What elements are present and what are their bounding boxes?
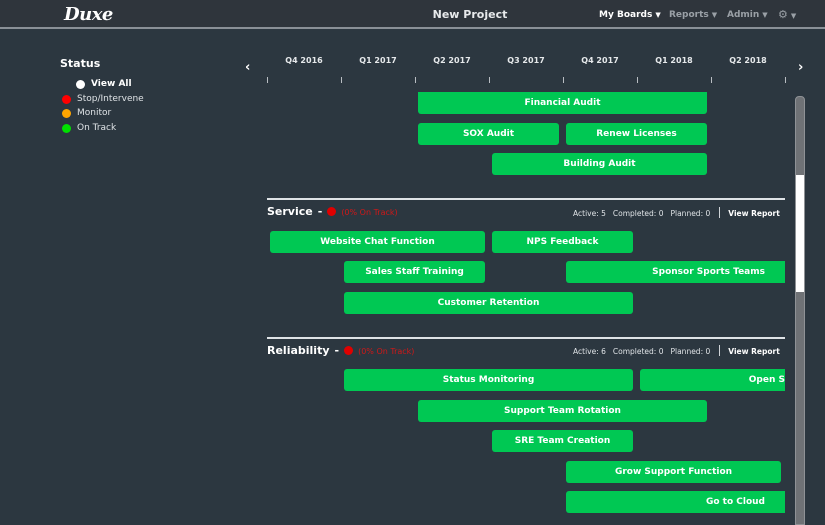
chevron-down-icon: ▼: [790, 12, 797, 20]
initiative-bar-renew-licenses[interactable]: Renew Licenses: [566, 123, 707, 145]
timeline-tick: [415, 77, 416, 83]
view-report-link[interactable]: View Report: [728, 347, 780, 356]
initiative-bar-sales-staff-training[interactable]: Sales Staff Training: [344, 261, 485, 283]
chevron-down-icon: ▼: [711, 11, 718, 19]
roadmap-canvas: Financial Audit SOX Audit Renew Licenses…: [260, 88, 785, 525]
group-header-service: Service - (0% On Track): [267, 205, 398, 218]
chevron-down-icon: ▼: [762, 11, 768, 19]
filter-label: View All: [91, 79, 132, 89]
filter-label: On Track: [77, 123, 117, 133]
orange-dot-icon: [62, 108, 71, 118]
top-nav-bar: Duxe New Project My Boards ▼ Reports ▼ Adm…: [0, 0, 825, 29]
initiative-bar-sre-team-creation[interactable]: SRE Team Creation: [492, 430, 633, 452]
timeline-tick: [489, 77, 490, 83]
group-title[interactable]: Service: [267, 205, 313, 218]
status-red-dot-icon: [327, 207, 337, 216]
gear-icon: ⚙: [778, 8, 788, 21]
white-dot-icon: [76, 79, 85, 89]
duxe-logo[interactable]: Duxe: [64, 4, 113, 25]
quarter-label: Q1 2018: [655, 56, 693, 65]
group-title[interactable]: Reliability: [267, 344, 330, 357]
initiative-bar-support-team-rotation[interactable]: Support Team Rotation: [418, 400, 707, 422]
vertical-scrollbar-thumb[interactable]: [796, 175, 804, 292]
quarter-label: Q4 2016: [285, 56, 323, 65]
chevron-down-icon: ▼: [655, 11, 661, 19]
status-filter-title: Status: [60, 57, 101, 70]
group-divider: [267, 337, 785, 339]
active-count: Active: 5: [573, 209, 606, 218]
nav-my-boards[interactable]: My Boards ▼: [599, 10, 661, 20]
group-divider: [267, 198, 785, 200]
timeline-tick: [563, 77, 564, 83]
divider: [719, 345, 721, 356]
completed-count: Completed: 0: [612, 209, 664, 218]
initiative-bar-website-chat-function[interactable]: Website Chat Function: [270, 231, 485, 253]
timeline-tick: [711, 77, 712, 83]
group-header-reliability: Reliability - (0% On Track): [267, 344, 415, 357]
red-dot-icon: [62, 94, 71, 104]
initiative-bar-nps-feedback[interactable]: NPS Feedback: [492, 231, 633, 253]
green-dot-icon: [62, 123, 71, 133]
quarter-label: Q2 2017: [433, 56, 471, 65]
view-report-link[interactable]: View Report: [728, 209, 780, 218]
initiative-bar-sponsor-sports-teams[interactable]: Sponsor Sports Teams: [566, 261, 785, 283]
filter-label: Monitor: [77, 108, 112, 118]
timeline-prev-arrow-icon[interactable]: ‹: [245, 60, 251, 75]
filter-label: Stop/Intervene: [77, 94, 144, 104]
nav-my-boards-label: My Boards: [599, 10, 653, 20]
timeline-next-arrow-icon[interactable]: ›: [798, 60, 804, 75]
group-stats-reliability: Active: 6 Completed: 0 Planned: 0 View Repo…: [573, 345, 780, 356]
planned-count: Planned: 0: [670, 209, 711, 218]
initiative-bar-building-audit[interactable]: Building Audit: [492, 153, 707, 175]
timeline-tick: [785, 77, 786, 83]
filter-view-all[interactable]: View All: [76, 79, 132, 89]
completed-count: Completed: 0: [612, 347, 664, 356]
initiative-bar-status-monitoring[interactable]: Status Monitoring: [344, 369, 633, 391]
timeline-tick: [267, 77, 268, 83]
initiative-bar-open-s[interactable]: Open S: [640, 369, 785, 391]
initiative-bar-sox-audit[interactable]: SOX Audit: [418, 123, 559, 145]
quarter-label: Q1 2017: [359, 56, 397, 65]
initiative-bar-financial-audit[interactable]: Financial Audit: [418, 92, 707, 114]
status-red-dot-icon: [344, 346, 354, 355]
vertical-scrollbar-track[interactable]: [795, 96, 805, 525]
initiative-bar-customer-retention[interactable]: Customer Retention: [344, 292, 633, 314]
divider: [719, 207, 721, 218]
quarter-label: Q4 2017: [581, 56, 619, 65]
initiative-bar-go-to-cloud[interactable]: Go to Cloud: [566, 491, 785, 513]
quarter-label: Q3 2017: [507, 56, 545, 65]
nav-settings[interactable]: ⚙ ▼: [778, 8, 796, 21]
planned-count: Planned: 0: [670, 347, 711, 356]
active-count: Active: 6: [573, 347, 606, 356]
timeline-tick: [637, 77, 638, 83]
on-track-percent: (0% On Track): [358, 347, 415, 356]
filter-monitor[interactable]: Monitor: [62, 108, 111, 118]
quarter-label: Q2 2018: [729, 56, 767, 65]
timeline-tick: [341, 77, 342, 83]
group-stats-service: Active: 5 Completed: 0 Planned: 0 View Repo…: [573, 207, 780, 218]
project-title: New Project: [432, 8, 508, 21]
nav-admin[interactable]: Admin ▼: [727, 10, 768, 20]
filter-stop-intervene[interactable]: Stop/Intervene: [62, 94, 144, 104]
initiative-bar-grow-support-function[interactable]: Grow Support Function: [566, 461, 781, 483]
filter-on-track[interactable]: On Track: [62, 123, 116, 133]
nav-admin-label: Admin: [727, 10, 760, 20]
on-track-percent: (0% On Track): [341, 208, 398, 217]
nav-reports[interactable]: Reports ▼: [669, 10, 717, 20]
nav-reports-label: Reports: [669, 10, 709, 20]
